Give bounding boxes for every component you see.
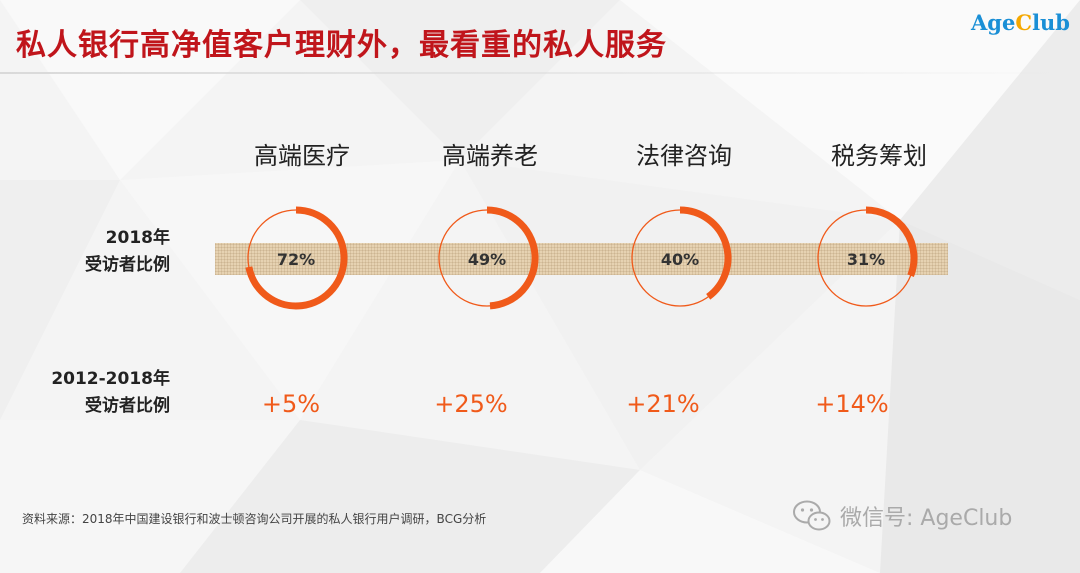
source-note: 资料来源：2018年中国建设银行和波士顿咨询公司开展的私人银行用户调研，BCG分… xyxy=(22,512,487,526)
donut-ring xyxy=(631,206,732,307)
share-label: 40% xyxy=(660,250,700,269)
wechat-watermark: 微信号: AgeClub xyxy=(792,499,1012,533)
highlight-band xyxy=(215,243,948,275)
row-label-2018: 2018年 受访者比例 xyxy=(85,228,170,275)
change-label: +21% xyxy=(626,390,700,418)
donut-ring xyxy=(817,206,918,307)
ring-arc xyxy=(865,206,918,277)
share-label: 49% xyxy=(467,250,507,269)
row-label-2012-2018: 2012-2018年 受访者比例 xyxy=(51,369,170,416)
change-label: +14% xyxy=(815,390,889,418)
share-label: 72% xyxy=(276,250,316,269)
change-label: +25% xyxy=(434,390,508,418)
donut-ring xyxy=(438,206,539,310)
category-label: 法律咨询 xyxy=(636,142,732,170)
change-label: +5% xyxy=(261,390,321,418)
donut-ring xyxy=(245,206,348,310)
category-label: 高端医疗 xyxy=(254,142,350,170)
ring-arc xyxy=(486,206,539,310)
ring-arc xyxy=(679,206,732,300)
category-label: 税务筹划 xyxy=(831,142,927,170)
wechat-id: 微信号: AgeClub xyxy=(840,506,1013,531)
share-label: 31% xyxy=(846,250,886,269)
title-underline xyxy=(0,72,1080,74)
category-label: 高端养老 xyxy=(442,142,538,170)
ring-arc xyxy=(245,206,348,310)
wechat-icon xyxy=(793,500,831,531)
page-title: 私人银行高净值客户理财外，最看重的私人服务 xyxy=(16,28,667,63)
ageclub-logo: AgeClub xyxy=(971,10,1070,35)
